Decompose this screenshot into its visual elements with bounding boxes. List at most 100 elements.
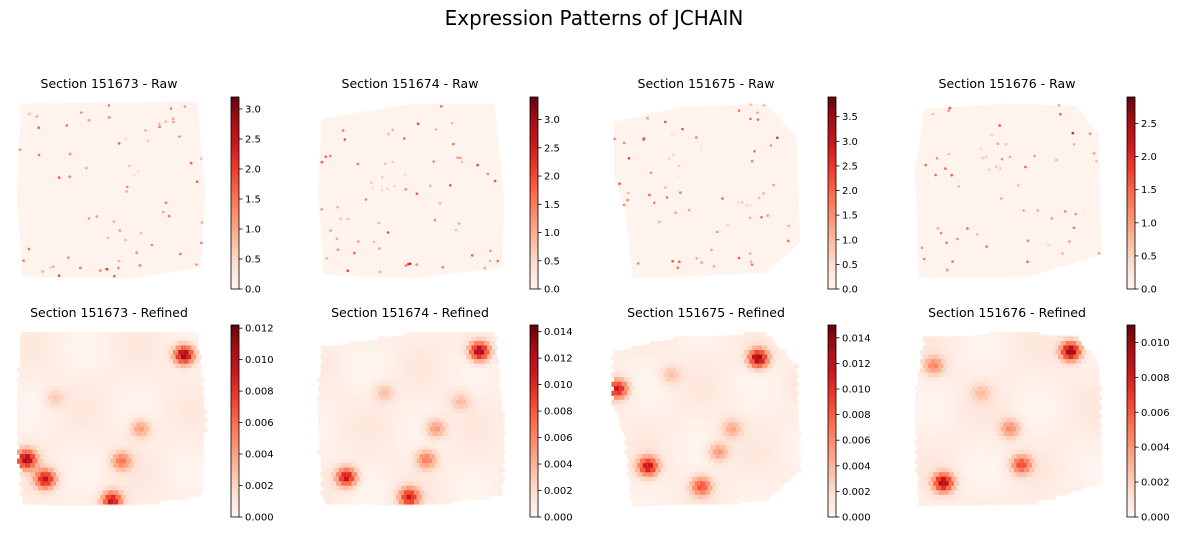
field-cell — [63, 404, 69, 410]
field-cell — [689, 390, 695, 396]
field-cell — [993, 359, 999, 365]
field-cell — [139, 354, 145, 360]
field-cell — [403, 408, 409, 414]
field-cell — [377, 463, 383, 469]
field-cell — [102, 381, 108, 387]
field-cell — [671, 422, 677, 428]
field-cell — [995, 354, 1001, 360]
field-cell — [53, 377, 59, 383]
field-cell — [749, 467, 755, 473]
spot — [1072, 143, 1076, 146]
field-cell — [344, 422, 350, 428]
field-cell — [74, 440, 80, 446]
field-cell — [956, 431, 962, 437]
field-cell — [487, 426, 493, 433]
field-cell — [738, 386, 744, 392]
field-cell — [629, 377, 635, 383]
field-cell — [650, 476, 656, 482]
field-cell — [435, 354, 441, 360]
field-cell — [448, 341, 454, 347]
field-cell — [754, 422, 760, 428]
field-cell — [377, 445, 383, 451]
colorbar-tick-label: 0.000 — [245, 513, 274, 524]
field-cell — [390, 485, 396, 491]
field-cell — [437, 350, 443, 356]
field-cell — [489, 386, 495, 392]
field-cell — [463, 341, 469, 347]
spot — [671, 259, 674, 263]
field-cell — [956, 368, 962, 374]
field-cell — [941, 359, 947, 365]
field-cell — [764, 377, 770, 383]
panel-3: Section 151675 - Raw0.00.51.01.52.02.53.… — [613, 76, 858, 296]
field-cell — [676, 359, 682, 365]
field-cell — [759, 359, 765, 365]
field-cell — [131, 377, 137, 383]
field-cell — [1068, 417, 1074, 424]
field-cell — [409, 417, 415, 424]
field-cell — [998, 422, 1004, 428]
field-cell — [357, 426, 363, 433]
field-cell — [364, 395, 370, 401]
spot — [164, 201, 168, 205]
colorbar-tick-label: 0.012 — [842, 359, 871, 370]
field-cell — [1089, 363, 1095, 369]
field-cell — [712, 440, 718, 446]
field-cell — [82, 454, 88, 460]
field-cell — [1071, 395, 1077, 401]
field-cell — [97, 417, 103, 424]
field-cell — [707, 341, 713, 347]
field-cell — [160, 390, 166, 396]
field-cell — [186, 436, 192, 442]
field-cell — [37, 413, 43, 419]
field-cell — [777, 481, 783, 487]
field-cell — [1063, 363, 1069, 369]
field-cell — [362, 463, 368, 469]
field-cell — [115, 485, 121, 491]
field-cell — [671, 431, 677, 437]
field-cell — [744, 386, 750, 392]
field-cell — [463, 431, 469, 437]
field-cell — [401, 449, 407, 455]
field-cell — [445, 463, 451, 469]
spot — [454, 228, 458, 232]
spot — [678, 164, 681, 168]
field-cell — [1047, 399, 1053, 405]
field-cell — [102, 399, 108, 405]
field-cell — [19, 472, 25, 478]
field-cell — [660, 377, 666, 383]
field-cell — [796, 431, 802, 437]
field-cell — [1000, 426, 1006, 433]
field-cell — [19, 354, 25, 360]
field-cell — [977, 386, 983, 392]
field-cell — [95, 331, 101, 338]
field-cell — [453, 341, 459, 347]
field-cell — [170, 354, 176, 360]
field-cell — [121, 341, 127, 347]
field-cell — [694, 336, 700, 342]
field-cell — [702, 386, 708, 392]
field-cell — [757, 490, 763, 496]
field-cell — [1011, 354, 1017, 360]
field-cell — [24, 390, 30, 396]
field-cell — [32, 476, 38, 482]
field-cell — [396, 404, 402, 410]
field-cell — [102, 436, 108, 442]
field-cell — [30, 345, 36, 351]
field-cell — [985, 390, 991, 396]
field-cell — [987, 431, 993, 437]
field-cell — [167, 494, 173, 500]
field-cell — [785, 467, 791, 473]
field-cell — [770, 476, 776, 482]
field-cell — [710, 490, 716, 496]
field-cell — [118, 472, 124, 478]
field-cell — [331, 417, 337, 424]
field-cell — [928, 354, 934, 360]
field-cell — [377, 481, 383, 487]
field-cell — [61, 481, 67, 487]
field-cell — [985, 399, 991, 405]
field-cell — [144, 390, 150, 396]
field-cell — [731, 436, 737, 442]
field-cell — [144, 363, 150, 369]
